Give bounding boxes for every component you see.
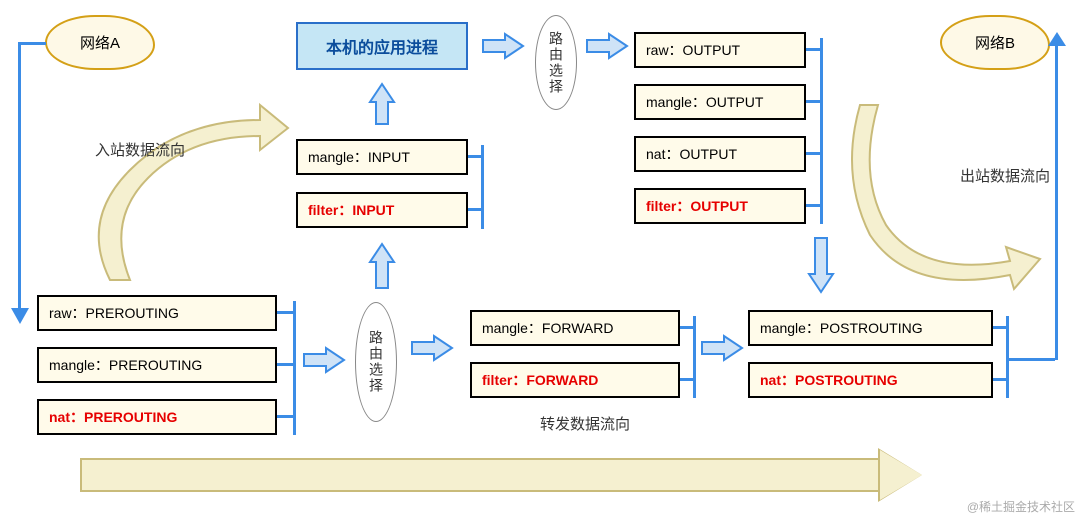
box-mangle-forward: mangle：FORWARD: [470, 310, 680, 346]
mangle-postrouting-label: mangle：POSTROUTING: [760, 318, 923, 338]
box-mangle-prerouting: mangle：PREROUTING: [37, 347, 277, 383]
routing-label-1: 路由选择: [546, 31, 566, 95]
mangle-prerouting-label: mangle：PREROUTING: [49, 355, 202, 375]
box-raw-output: raw：OUTPUT: [634, 32, 806, 68]
app-process-box: 本机的应用进程: [296, 22, 468, 70]
box-mangle-postrouting: mangle：POSTROUTING: [748, 310, 993, 346]
arrow-input-to-app: [368, 82, 396, 126]
box-filter-output: filter：OUTPUT: [634, 188, 806, 224]
blue-tick-pre2: [277, 363, 293, 366]
box-nat-postrouting: nat：POSTROUTING: [748, 362, 993, 398]
arrow-output-to-post: [807, 236, 835, 294]
blue-line-forward: [693, 316, 696, 398]
mangle-output-label: mangle：OUTPUT: [646, 92, 763, 112]
blue-tick-out1: [806, 48, 820, 51]
nat-postrouting-label: nat：POSTROUTING: [760, 370, 898, 390]
curved-arrow-outbound: [830, 95, 1050, 305]
blue-tick-fwd2: [680, 378, 693, 381]
cloud-a-label: 网络A: [80, 32, 120, 53]
arrow-app-to-route: [481, 32, 525, 60]
cloud-network-b: 网络B: [940, 15, 1050, 70]
blue-line-postrouting: [1006, 316, 1009, 398]
box-nat-output: nat：OUTPUT: [634, 136, 806, 172]
label-outbound: 出站数据流向: [960, 165, 1050, 186]
blue-tick-out3: [806, 152, 820, 155]
box-filter-forward: filter：FORWARD: [470, 362, 680, 398]
box-nat-prerouting: nat：PREROUTING: [37, 399, 277, 435]
blue-tick-post2: [993, 378, 1006, 381]
big-arrow-forward: [80, 458, 880, 492]
blue-tick-out2: [806, 100, 820, 103]
arrow-fwd-to-post: [700, 334, 744, 362]
routing-oval-top: 路由选择: [535, 15, 577, 110]
box-raw-prerouting: raw：PREROUTING: [37, 295, 277, 331]
blue-line-input: [481, 145, 484, 229]
blue-tick-out4: [806, 204, 820, 207]
box-filter-input: filter：INPUT: [296, 192, 468, 228]
box-mangle-input: mangle：INPUT: [296, 139, 468, 175]
app-process-label: 本机的应用进程: [326, 34, 438, 58]
blue-left-v: [18, 42, 21, 317]
mangle-forward-label: mangle：FORWARD: [482, 318, 613, 338]
blue-line-output: [820, 38, 823, 224]
blue-line-prerouting: [293, 301, 296, 435]
blue-right-v: [1055, 42, 1058, 360]
blue-tick-pre1: [277, 311, 293, 314]
blue-tick-fwd1: [680, 326, 693, 329]
arrow-route-to-fwd: [410, 334, 454, 362]
arrow-pre-to-route: [302, 346, 346, 374]
blue-right-h: [1009, 358, 1055, 361]
cloud-network-a: 网络A: [45, 15, 155, 70]
nat-output-label: nat：OUTPUT: [646, 144, 737, 164]
routing-label-2: 路由选择: [366, 330, 386, 394]
label-inbound: 入站数据流向: [95, 139, 185, 160]
nat-prerouting-label: nat：PREROUTING: [49, 407, 177, 427]
arrow-route-to-input: [368, 242, 396, 290]
filter-output-label: filter：OUTPUT: [646, 196, 748, 216]
cloud-b-label: 网络B: [975, 32, 1015, 53]
raw-prerouting-label: raw：PREROUTING: [49, 303, 179, 323]
blue-tick-input2: [468, 208, 481, 211]
box-mangle-output: mangle：OUTPUT: [634, 84, 806, 120]
arrow-down-left: [11, 308, 29, 324]
raw-output-label: raw：OUTPUT: [646, 40, 740, 60]
big-arrow-forward-head: [880, 450, 922, 500]
filter-forward-label: filter：FORWARD: [482, 370, 598, 390]
blue-tick-pre3: [277, 415, 293, 418]
blue-tick-input1: [468, 155, 481, 158]
blue-tick-post1: [993, 326, 1006, 329]
watermark: @稀土掘金技术社区: [967, 498, 1075, 515]
arrow-up-right: [1048, 32, 1066, 48]
mangle-input-label: mangle：INPUT: [308, 147, 410, 167]
filter-input-label: filter：INPUT: [308, 200, 394, 220]
curved-arrow-inbound: [70, 100, 290, 300]
label-forward: 转发数据流向: [540, 413, 630, 434]
routing-oval-bottom: 路由选择: [355, 302, 397, 422]
blue-left-h: [18, 42, 46, 45]
arrow-route-to-output: [585, 32, 629, 60]
